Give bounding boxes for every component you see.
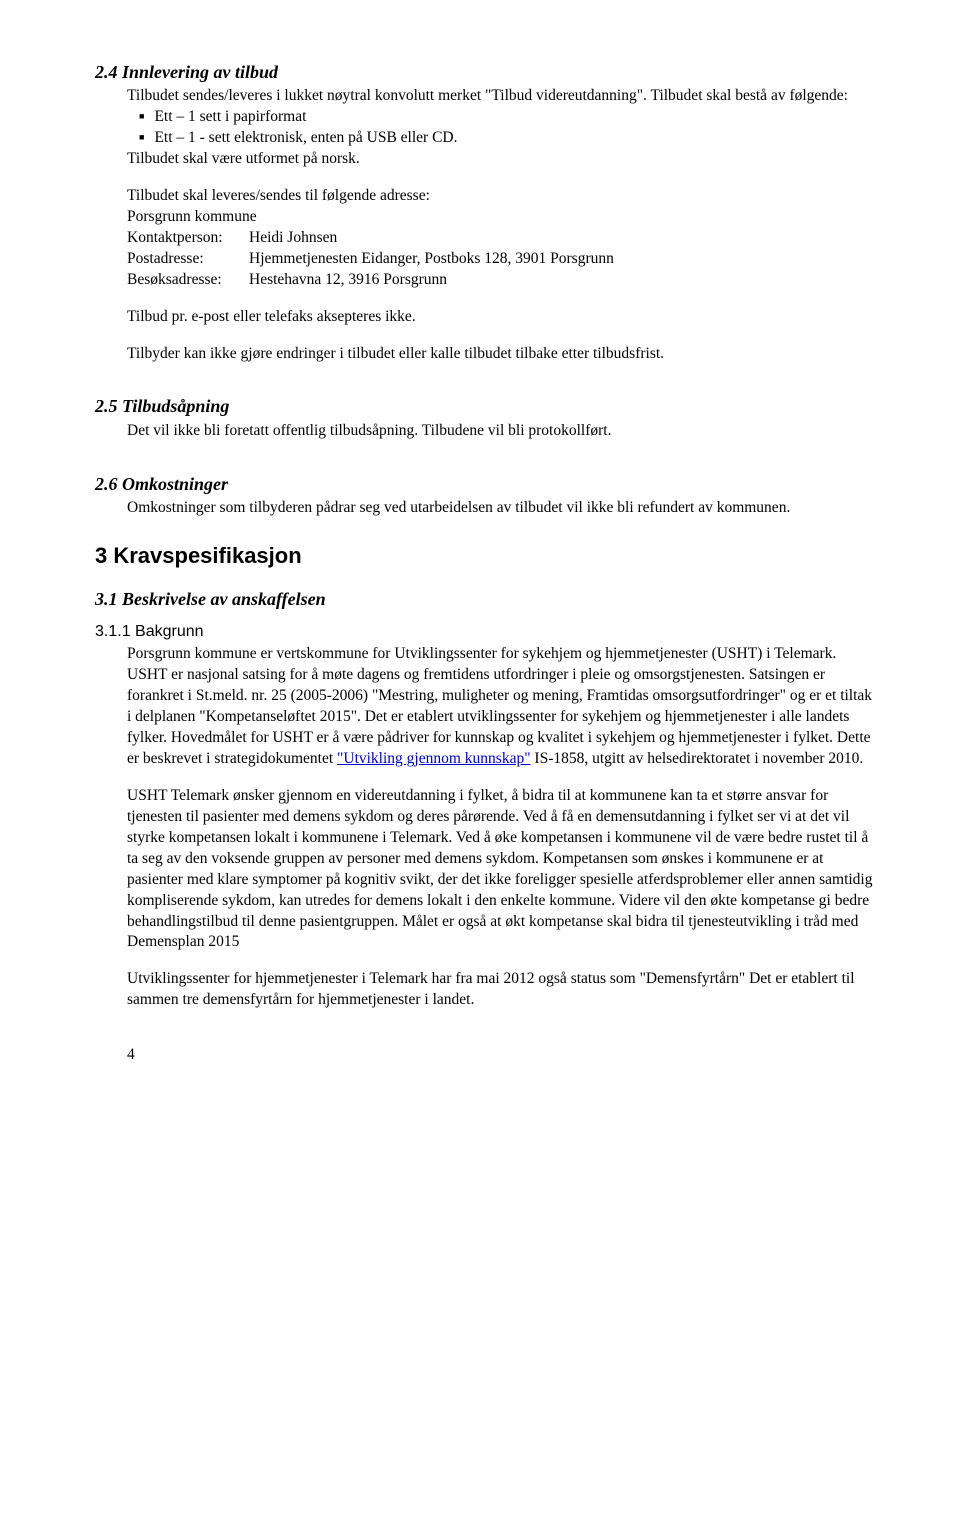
contact-label: Besøksadresse: [127, 270, 249, 291]
heading-2-4: 2.4 Innlevering av tilbud [95, 60, 880, 84]
para: Porsgrunn kommune er vertskommune for Ut… [127, 644, 880, 770]
contact-label: Kontaktperson: [127, 228, 249, 249]
contact-value: Hestehavna 12, 3916 Porsgrunn [249, 270, 447, 291]
heading-2-6: 2.6 Omkostninger [95, 472, 880, 496]
para: Tilbyder kan ikke gjøre endringer i tilb… [127, 344, 880, 365]
para: Omkostninger som tilbyderen pådrar seg v… [127, 498, 880, 519]
contact-value: Hjemmetjenesten Eidanger, Postboks 128, … [249, 249, 614, 270]
link-utvikling[interactable]: "Utvikling gjennom kunnskap" [337, 750, 530, 767]
contact-label: Postadresse: [127, 249, 249, 270]
heading-3: 3 Kravspesifikasjon [95, 541, 880, 571]
bullet-list: Ett – 1 sett i papirformat Ett – 1 - set… [95, 107, 880, 149]
org-line: Porsgrunn kommune [127, 207, 880, 228]
contact-value: Heidi Johnsen [249, 228, 337, 249]
para: USHT Telemark ønsker gjennom en videreut… [127, 786, 880, 953]
para: Tilbudet skal være utformet på norsk. [127, 149, 880, 170]
heading-3-1: 3.1 Beskrivelse av anskaffelsen [95, 587, 880, 611]
list-item: Ett – 1 - sett elektronisk, enten på USB… [157, 128, 880, 149]
text-run: IS-1858, utgitt av helsedirektoratet i n… [531, 750, 864, 767]
contact-row: Postadresse: Hjemmetjenesten Eidanger, P… [127, 249, 880, 270]
contact-row: Besøksadresse: Hestehavna 12, 3916 Porsg… [127, 270, 880, 291]
para: Det vil ikke bli foretatt offentlig tilb… [127, 421, 880, 442]
contact-row: Kontaktperson: Heidi Johnsen [127, 228, 880, 249]
para: Tilbudet skal leveres/sendes til følgend… [127, 186, 880, 207]
heading-2-5: 2.5 Tilbudsåpning [95, 394, 880, 418]
text-run: Porsgrunn kommune er vertskommune for Ut… [127, 645, 872, 767]
page-number: 4 [127, 1045, 880, 1066]
para: Tilbud pr. e-post eller telefaks aksepte… [127, 307, 880, 328]
heading-3-1-1: 3.1.1 Bakgrunn [95, 621, 880, 643]
list-item: Ett – 1 sett i papirformat [157, 107, 880, 128]
para: Utviklingssenter for hjemmetjenester i T… [127, 969, 880, 1011]
para: Tilbudet sendes/leveres i lukket nøytral… [127, 86, 880, 107]
